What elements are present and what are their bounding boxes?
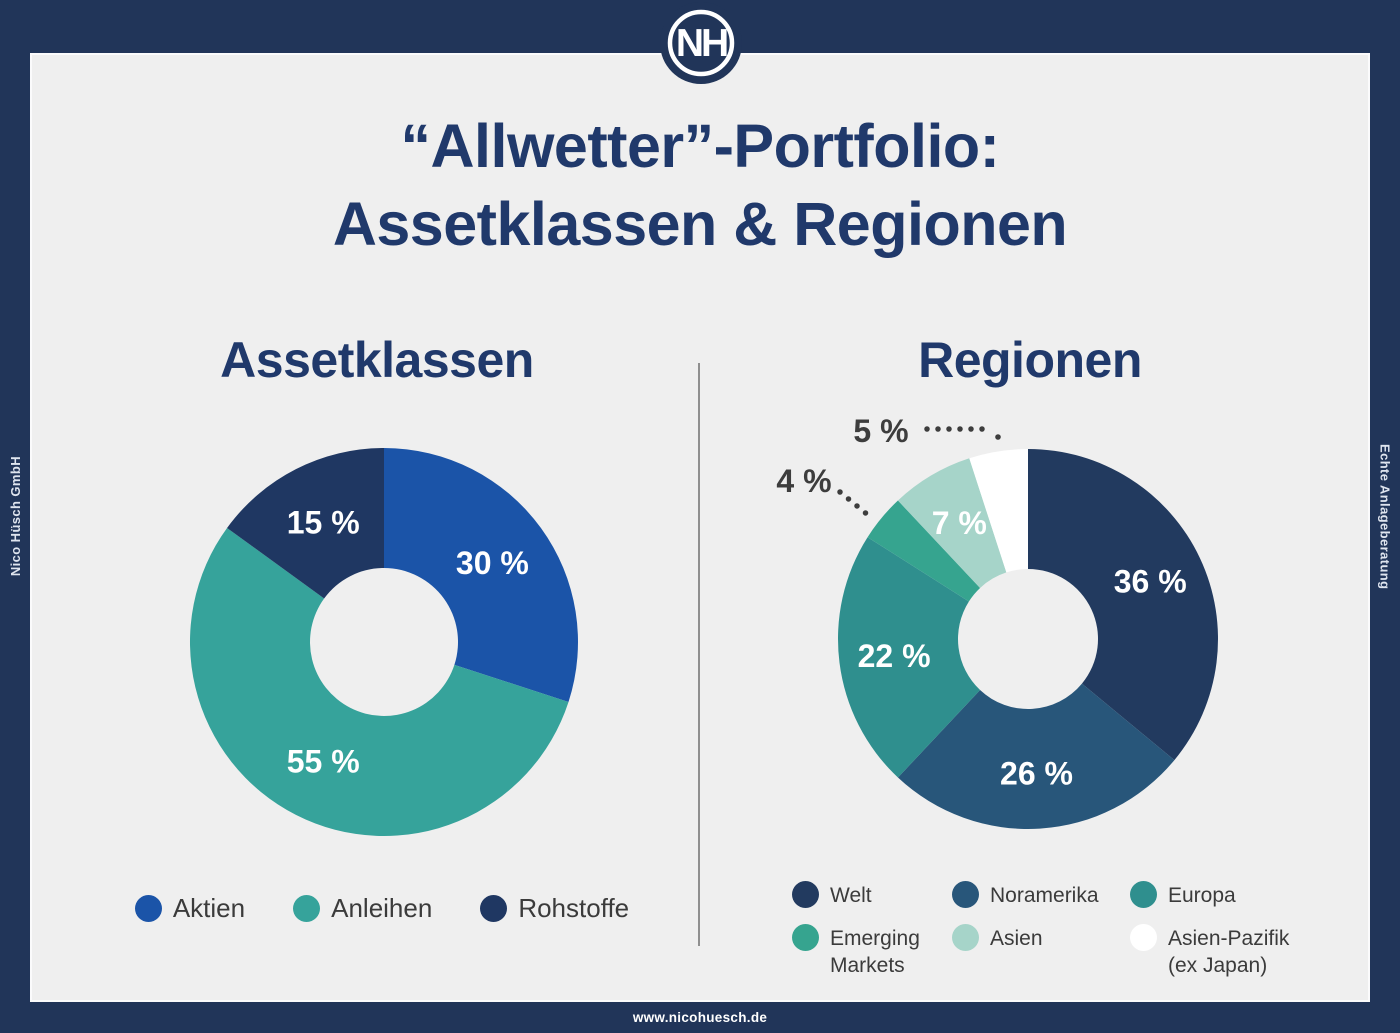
nh-logo-icon: NH <box>660 2 742 84</box>
legend-dot-asien-pazifik-ex-japan <box>1130 923 1157 951</box>
slice-asien <box>897 458 1007 588</box>
section-divider <box>698 363 700 946</box>
slice-europa <box>838 537 981 778</box>
assetklassen-legend: Aktien Anleihen Rohstoffe <box>62 893 702 924</box>
right-sidebar: Echte Anlageberatung <box>1370 0 1400 1033</box>
legend-label-rohstoffe: Rohstoffe <box>518 893 630 923</box>
legend-label-noramerika: Noramerika <box>990 884 1099 907</box>
callout-label-emerging-markets: 4 % <box>776 463 831 499</box>
legend-item-rohstoffe: Rohstoffe <box>480 893 629 924</box>
left-sidebar-text: Nico Hüsch GmbH <box>7 456 23 577</box>
legend-item-noramerika: Noramerika <box>952 881 1130 910</box>
chart-title-regionen: Regionen <box>918 332 1142 388</box>
callout-leader-dot-asien-pazifik-ex-japan <box>995 434 1001 440</box>
slice-rohstoffe <box>227 447 384 599</box>
legend-label-asien-pazifik-ex-japan: Asien-Pazifik (ex Japan) <box>1168 926 1290 977</box>
slice-label-aktien: 30 % <box>456 545 529 581</box>
legend-dot-welt <box>792 881 819 908</box>
legend-label-aktien: Aktien <box>172 893 246 923</box>
legend-dot-emerging-markets <box>792 923 819 951</box>
legend-item-welt: Welt <box>792 881 952 910</box>
legend-item-europa: Europa <box>1130 881 1340 910</box>
footer-bar: www.nicohuesch.de <box>0 1002 1400 1033</box>
slice-label-welt: 36 % <box>1114 564 1187 600</box>
slice-label-rohstoffe: 15 % <box>287 505 360 541</box>
legend-dot-rohstoffe <box>480 895 508 922</box>
slice-label-asien: 7 % <box>932 505 987 541</box>
legend-dot-noramerika <box>952 881 979 908</box>
legend-item-asien: Asien <box>952 923 1130 980</box>
legend-item-emerging-markets: Emerging Markets <box>792 923 952 980</box>
callout-label-asien-pazifik-ex-japan: 5 % <box>853 413 908 449</box>
logo-monogram: NH <box>676 22 727 65</box>
chart-title-assetklassen: Assetklassen <box>220 332 534 388</box>
legend-item-anleihen: Anleihen <box>293 893 432 924</box>
page-title-line2: Assetklassen & Regionen <box>332 190 1068 258</box>
legend-label-europa: Europa <box>1168 884 1236 907</box>
legend-dot-anleihen <box>293 895 321 922</box>
page-title-line1: “Allwetter”-Portfolio: <box>400 112 1000 180</box>
callout-leader-emerging-markets <box>837 489 871 518</box>
legend-item-aktien: Aktien <box>134 893 246 924</box>
left-sidebar: Nico Hüsch GmbH <box>0 0 30 1033</box>
logo-ring <box>667 9 735 77</box>
legend-label-asien: Asien <box>990 926 1043 950</box>
legend-dot-aktien <box>134 895 162 922</box>
legend-dot-europa <box>1130 881 1157 908</box>
slice-label-anleihen: 55 % <box>287 743 360 779</box>
slice-label-europa: 22 % <box>858 638 931 674</box>
slice-welt <box>1028 449 1219 761</box>
slice-label-noramerika: 26 % <box>1000 756 1073 792</box>
page-title: “Allwetter”-Portfolio: Assetklassen & Re… <box>32 107 1368 263</box>
regionen-legend: Welt Noramerika Europa Emerging Markets Asie… <box>792 881 1340 980</box>
slice-noramerika <box>897 683 1175 829</box>
slice-asien-pazifik-ex-japan <box>969 449 1028 573</box>
right-sidebar-text: Echte Anlageberatung <box>1377 443 1393 590</box>
slice-emerging-markets <box>867 500 981 602</box>
legend-label-anleihen: Anleihen <box>331 893 433 923</box>
content-area: “Allwetter”-Portfolio: Assetklassen & Re… <box>30 53 1370 1002</box>
footer-url: www.nicohuesch.de <box>632 1010 768 1025</box>
legend-label-welt: Welt <box>830 884 872 907</box>
slice-anleihen <box>189 527 569 837</box>
slice-aktien <box>384 448 578 702</box>
legend-item-asien-pazifik-ex-japan: Asien-Pazifik (ex Japan) <box>1130 923 1340 980</box>
legend-label-emerging-markets: Emerging Markets <box>830 926 920 977</box>
legend-dot-asien <box>952 923 979 951</box>
